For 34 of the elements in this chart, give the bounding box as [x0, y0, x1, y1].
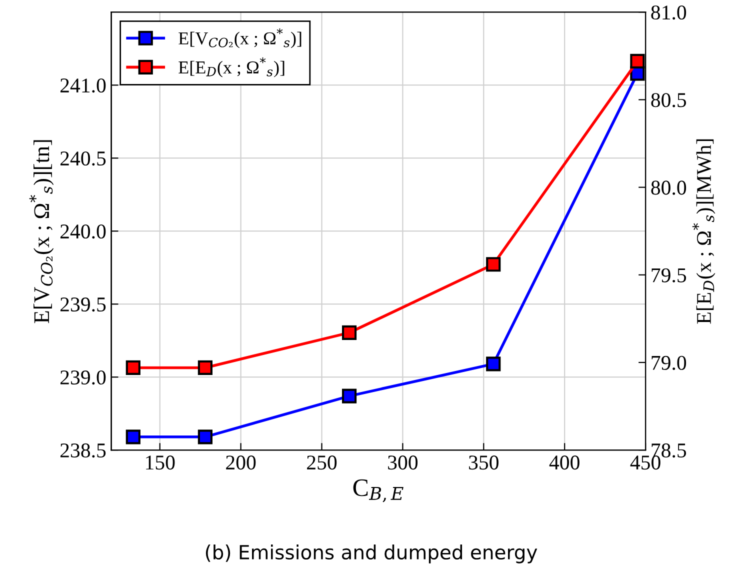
y-tick-label: 238.5 — [60, 443, 106, 458]
point — [198, 430, 212, 444]
point — [126, 360, 140, 376]
y-tick-label: 239.5 — [60, 298, 106, 312]
point — [342, 325, 357, 340]
y2-tick-label: 80.0 — [651, 180, 686, 195]
point — [198, 360, 212, 376]
point — [342, 388, 357, 404]
legend-label: E[V$_{CO₂}$(x ; Ω$^{*}$$_{s}$)] — [178, 28, 302, 48]
y2-axis-title: E[E$_{D}$(x ; Ω$^{*}$$_{s}$)][MWh] — [692, 139, 716, 324]
x-tick-label: 400 — [549, 456, 580, 470]
x-axis-title: C$_{B,E}$ — [353, 479, 404, 502]
x-tick-label: 300 — [388, 456, 418, 470]
point — [486, 356, 501, 372]
x-tick-label: 450 — [630, 456, 660, 470]
y2-tick-label: 78.5 — [652, 443, 686, 458]
y2-tick-label: 81.0 — [651, 5, 686, 20]
x-tick-label: 150 — [146, 456, 175, 470]
y2-tick-label: 79.0 — [652, 356, 686, 370]
y-tick-label: 239.0 — [60, 370, 106, 385]
point — [630, 54, 645, 68]
point — [486, 257, 501, 272]
text: (b) Emissions and dumped energy — [206, 544, 538, 564]
y-tick-label: 240.5 — [60, 151, 106, 166]
y-tick-label: 240.0 — [60, 224, 106, 239]
y2-tick-label: 79.5 — [652, 268, 686, 282]
x-tick-label: 250 — [307, 456, 337, 470]
x-tick-label: 200 — [226, 456, 256, 470]
point — [126, 430, 140, 444]
y2-tick-label: 80.5 — [651, 93, 686, 108]
legend-label: E[E$_{D}$(x ; Ω$^{*}$$_{s}$)] — [178, 57, 284, 78]
y-axis-title: E[V$_{CO₂}$(x ; Ω$^{*}$$_{s}$)][tn] — [29, 140, 54, 324]
x-tick-label: 350 — [469, 456, 498, 470]
y-tick-label: 241.0 — [60, 78, 106, 93]
